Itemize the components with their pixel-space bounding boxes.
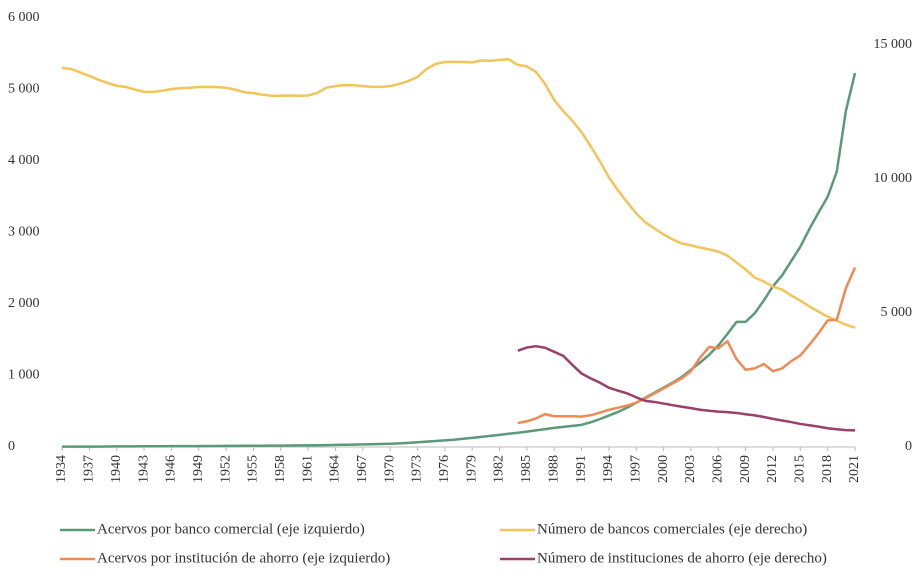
y-tick-label: 4 000 bbox=[8, 153, 40, 168]
x-tick-label: 1949 bbox=[191, 455, 206, 483]
x-tick-label: 1976 bbox=[437, 455, 452, 483]
legend-label: Acervos por banco comercial (eje izquier… bbox=[97, 521, 365, 537]
x-tick-label: 1958 bbox=[273, 455, 288, 483]
legend-label: Número de instituciones de ahorro (eje d… bbox=[537, 550, 827, 566]
y-tick-label: 6 000 bbox=[8, 10, 40, 25]
y-tick-label: 3 000 bbox=[8, 225, 40, 240]
x-tick-label: 1952 bbox=[218, 455, 233, 483]
x-tick-label: 1934 bbox=[54, 455, 69, 483]
x-tick-label: 1988 bbox=[546, 455, 561, 483]
x-tick-label: 1973 bbox=[410, 455, 425, 483]
x-tick-label: 1940 bbox=[109, 455, 124, 483]
series-line bbox=[517, 267, 857, 425]
x-tick-label: 1985 bbox=[519, 455, 534, 483]
x-tick-label: 1982 bbox=[492, 455, 507, 483]
legend-label: Número de bancos comerciales (eje derech… bbox=[537, 521, 807, 537]
x-tick-label: 1979 bbox=[464, 455, 479, 483]
y2-tick-label: 5 000 bbox=[881, 305, 913, 320]
y2-tick-label: 15 000 bbox=[874, 37, 913, 52]
x-tick-label: 2006 bbox=[710, 455, 725, 483]
y2-tick-label: 0 bbox=[905, 439, 912, 454]
x-tick-label: 2000 bbox=[656, 455, 671, 483]
x-tick-label: 1967 bbox=[355, 455, 370, 483]
x-tick-label: 2018 bbox=[820, 455, 835, 483]
x-tick-label: 1994 bbox=[601, 455, 616, 483]
y-tick-label: 5 000 bbox=[8, 82, 40, 97]
x-tick-label: 2003 bbox=[683, 455, 698, 483]
x-tick-label: 1946 bbox=[164, 455, 179, 483]
x-tick-label: 1943 bbox=[136, 455, 151, 483]
x-tick-label: 2009 bbox=[738, 455, 753, 483]
x-tick-label: 1991 bbox=[574, 455, 589, 483]
y-tick-label: 1 000 bbox=[8, 368, 40, 383]
y-tick-label: 2 000 bbox=[8, 296, 40, 311]
x-tick-label: 1961 bbox=[300, 455, 315, 483]
x-tick-label: 1955 bbox=[246, 455, 261, 483]
x-tick-label: 1970 bbox=[382, 455, 397, 483]
x-tick-label: 2015 bbox=[793, 455, 808, 483]
series-line bbox=[61, 58, 856, 329]
y-tick-label: 0 bbox=[8, 439, 15, 454]
series-line bbox=[517, 344, 856, 432]
x-tick-label: 2021 bbox=[847, 455, 862, 483]
y2-tick-label: 10 000 bbox=[874, 171, 913, 186]
x-tick-label: 1997 bbox=[628, 455, 643, 483]
legend-label: Acervos por institución de ahorro (eje i… bbox=[97, 550, 390, 566]
x-tick-label: 2012 bbox=[765, 455, 780, 483]
x-tick-label: 1964 bbox=[328, 455, 343, 483]
x-tick-label: 1937 bbox=[82, 455, 97, 483]
series-line bbox=[62, 72, 857, 448]
